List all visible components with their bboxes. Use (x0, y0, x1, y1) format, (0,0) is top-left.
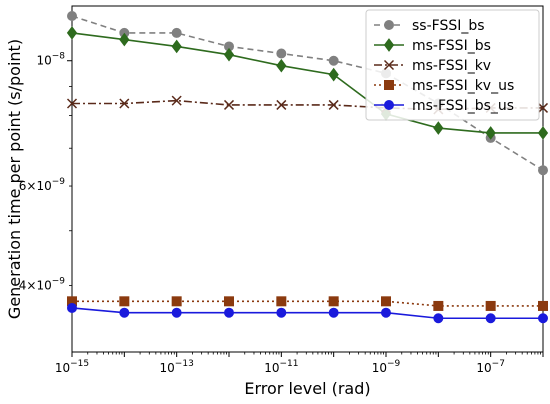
series-line (72, 99, 543, 111)
legend-marker (384, 100, 394, 110)
data-point (171, 95, 182, 106)
legend-label: ms-FSSI_bs_us (412, 98, 514, 114)
data-point (223, 47, 235, 62)
data-point (171, 39, 182, 54)
data-point (433, 121, 444, 135)
legend-marker (384, 80, 394, 90)
legend-label: ms-FSSI_bs (412, 38, 491, 54)
data-point (171, 296, 182, 307)
series-ms-FSSI_bs_us (67, 302, 548, 324)
x-marker-stroke (537, 102, 549, 113)
data-point (276, 99, 287, 110)
data-point (433, 300, 444, 311)
legend-marker (384, 20, 394, 30)
legend-item: ms-FSSI_kv (374, 58, 491, 74)
legend-marker (383, 38, 395, 52)
x-marker-stroke (383, 59, 395, 71)
data-point (171, 27, 182, 38)
data-point (223, 99, 235, 110)
plot-frame (71, 5, 544, 353)
x-tick-label: 10−15 (55, 359, 89, 375)
data-point (276, 296, 287, 307)
legend-box (365, 9, 540, 121)
data-point (171, 307, 182, 318)
series-line (71, 32, 543, 134)
x-marker-stroke (276, 99, 287, 110)
data-point (485, 313, 496, 324)
legend-label: ms-FSSI_kv_us (412, 78, 514, 94)
x-tick-label: 10−9 (372, 359, 401, 375)
data-point (119, 98, 130, 109)
legend-item: ms-FSSI_bs (374, 38, 491, 54)
y-tick-label: 10−8 (36, 52, 65, 68)
data-point (224, 307, 234, 318)
series-ms-FSSI_bs (66, 26, 549, 140)
series-line (72, 300, 543, 307)
data-point (537, 102, 549, 113)
legend-item: ms-FSSI_kv_us (374, 78, 514, 94)
data-point (328, 55, 339, 66)
legend-marker (383, 59, 395, 71)
series-line (71, 307, 543, 320)
data-point (381, 296, 391, 307)
x-marker-stroke (119, 98, 130, 109)
data-point (537, 126, 549, 140)
y-tick-label: 4×10−9 (19, 276, 66, 292)
y-axis-label: Generation time per point (s/point) (5, 39, 24, 319)
data-point (276, 307, 287, 318)
ticks: 10−15 10−13 10−11 10−9 10−7 10−8 6×10−9 4×10−9 (19, 52, 544, 375)
x-tick-label: 10−7 (476, 359, 505, 375)
data-point (67, 11, 77, 22)
x-marker-stroke (223, 99, 235, 110)
data-point (119, 307, 130, 318)
data-point (67, 302, 77, 313)
data-point (328, 67, 339, 82)
data-point (66, 26, 78, 40)
data-point (224, 296, 234, 307)
data-point (119, 296, 130, 307)
data-point (485, 126, 496, 140)
data-point (276, 58, 287, 73)
x-marker-stroke (66, 98, 78, 109)
legend-label: ms-FSSI_kv (412, 58, 491, 74)
x-tick-label: 10−13 (160, 359, 194, 375)
x-axis-label: Error level (rad) (244, 379, 370, 398)
x-marker-stroke (328, 99, 339, 110)
data-point (328, 307, 339, 318)
data-point (538, 300, 548, 311)
series-ms-FSSI_kv_us (67, 296, 548, 311)
axes (71, 5, 544, 353)
data-point (485, 300, 496, 311)
data-point (66, 98, 78, 109)
x-tick-label: 10−11 (264, 359, 298, 375)
legend-label: ss-FSSI_bs (412, 18, 485, 34)
data-point (538, 165, 548, 176)
data-point (328, 296, 339, 307)
series-line (71, 15, 544, 171)
legend-item: ms-FSSI_bs_us (374, 98, 514, 114)
data-point (119, 32, 130, 47)
data-point (433, 313, 444, 324)
data-point (276, 48, 287, 59)
x-marker-stroke (171, 95, 182, 106)
legend-item: ss-FSSI_bs (374, 18, 485, 34)
legend: ss-FSSI_bs ms-FSSI_bs ms-FSSI_kv ms-FSSI_kv… (365, 9, 540, 121)
data-point (538, 313, 548, 324)
y-tick-label: 6×10−9 (19, 177, 66, 193)
data-point (381, 307, 391, 318)
data-point (328, 99, 339, 110)
